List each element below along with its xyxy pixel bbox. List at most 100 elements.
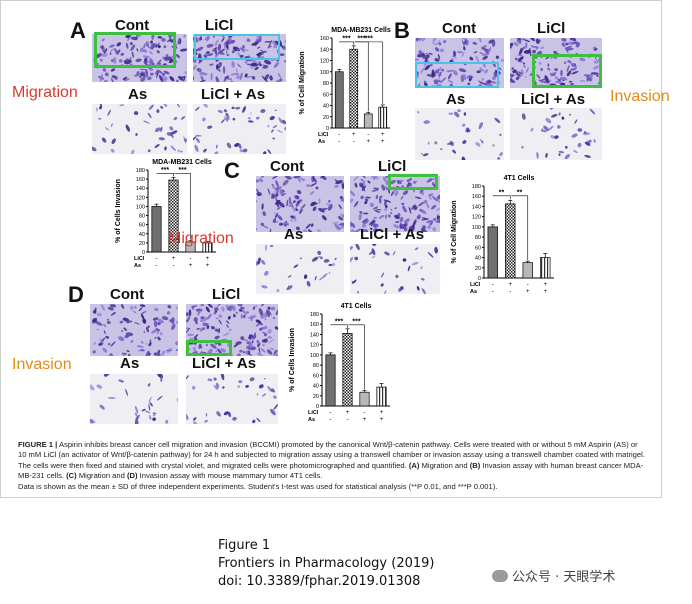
treatment-mark: - <box>492 282 494 288</box>
treatment-label: LiCl <box>318 132 329 138</box>
y-tick-label: 160 <box>472 194 481 200</box>
micrograph-a-as <box>92 104 187 154</box>
treatment-mark: + <box>543 282 547 288</box>
significance-mark: *** <box>335 318 343 325</box>
treatment-label: LiCl <box>308 410 319 416</box>
panel-letter-b: B <box>394 18 410 43</box>
image-label-licl: LiCl <box>537 20 566 37</box>
image-label-licl-as: LiCl + As <box>192 355 257 372</box>
y-tick-label: 80 <box>139 214 145 220</box>
treatment-mark: + <box>206 263 210 269</box>
y-tick-label: 80 <box>313 363 319 369</box>
treatment-mark: - <box>347 417 349 423</box>
image-label-as: As <box>128 86 148 103</box>
image-label-licl: LiCl <box>378 158 407 175</box>
treatment-mark: + <box>189 263 193 269</box>
image-label-as: As <box>120 355 140 372</box>
highlight-box <box>94 32 176 68</box>
y-axis-label: % of Cells Invasion <box>115 179 122 243</box>
treatment-mark: - <box>492 289 494 295</box>
micrograph-c-licl-as <box>350 244 440 294</box>
treatment-mark: + <box>352 132 356 138</box>
treatment-mark: - <box>190 256 192 262</box>
y-tick-label: 140 <box>320 47 329 53</box>
watermark-text: 公众号 · 天眼学术 <box>512 570 616 585</box>
y-tick-label: 120 <box>472 215 481 221</box>
y-tick-label: 140 <box>310 332 319 338</box>
caption-label: FIGURE 1 | <box>18 440 58 449</box>
y-tick-label: 160 <box>320 36 329 42</box>
image-label-as: As <box>284 226 304 243</box>
micrograph-c-cont <box>256 176 344 232</box>
treatment-mark: - <box>338 132 340 138</box>
treatment-mark: + <box>381 132 385 138</box>
image-label-cont: Cont <box>442 20 477 37</box>
figure-caption: FIGURE 1 | Aspirin inhibits breast cance… <box>18 440 648 492</box>
significance-mark: ** <box>517 189 523 196</box>
panel-letter-d: D <box>68 282 84 307</box>
significance-mark: *** <box>342 35 350 42</box>
bar <box>334 71 344 129</box>
chart-a: MDA-MB231 Cells % of Cell Migration 0 20 40 6… <box>296 24 396 150</box>
y-tick-label: 80 <box>475 235 481 241</box>
invasion-label: Invasion <box>610 88 670 105</box>
chart-d: 4T1 Cells % of Cells Invasion 0 20 40 60 80 100… <box>286 300 396 428</box>
highlight-box <box>388 174 438 190</box>
treatment-label: As <box>318 139 325 145</box>
y-tick-label: 20 <box>313 394 319 400</box>
image-label-licl-as: LiCl + As <box>521 91 586 108</box>
y-tick-label: 180 <box>310 312 319 318</box>
treatment-mark: + <box>206 256 210 262</box>
caption-ref-b: (B) <box>469 460 481 470</box>
treatment-mark: - <box>527 282 529 288</box>
y-tick-label: 20 <box>323 115 329 121</box>
caption-ref-c: (C) <box>66 471 77 481</box>
bar <box>487 226 498 279</box>
highlight-box-cyan <box>194 34 280 60</box>
micrograph-b-as <box>415 108 504 160</box>
y-tick-label: 60 <box>313 373 319 379</box>
y-tick-label: 140 <box>136 186 145 192</box>
bar <box>522 262 533 279</box>
treatment-label: LiCl <box>470 282 481 288</box>
y-tick-label: 160 <box>136 177 145 183</box>
y-tick-label: 40 <box>475 256 481 262</box>
y-tick-label: 120 <box>320 59 329 65</box>
caption-text: Aspirin inhibits breast cancer cell migr… <box>18 440 645 470</box>
treatment-mark: + <box>381 139 385 145</box>
y-tick-label: 60 <box>323 92 329 98</box>
y-tick-label: 40 <box>323 104 329 110</box>
caption-ref-d: (D) <box>126 471 138 481</box>
y-tick-label: 120 <box>136 195 145 201</box>
caption-text-d: Invasion assay with mouse mammary tumor … <box>139 471 323 481</box>
wechat-icon <box>492 570 508 582</box>
bar <box>185 241 196 253</box>
y-tick-label: 40 <box>313 384 319 390</box>
footer-figure: Figure 1 <box>218 538 271 553</box>
bar <box>378 106 388 129</box>
y-tick-label: 180 <box>136 168 145 174</box>
treatment-mark: + <box>380 417 384 423</box>
y-tick-label: 100 <box>320 70 329 76</box>
y-tick-label: 0 <box>142 250 145 256</box>
caption-stats: Data is shown as the mean ± SD of three … <box>18 481 498 491</box>
bar <box>363 113 373 129</box>
invasion-label: Invasion <box>12 356 72 373</box>
treatment-mark: + <box>172 256 176 262</box>
y-tick-label: 80 <box>323 81 329 87</box>
highlight-box <box>532 54 602 88</box>
bar <box>342 333 353 407</box>
treatment-mark: + <box>508 282 512 288</box>
micrograph-d-licl <box>186 304 278 356</box>
significance-mark: *** <box>161 167 169 174</box>
chart-title: MDA-MB231 Cells <box>152 159 212 166</box>
chart-b: MDA-MB231 Cells % of Cells Invasion 0 20 40 6… <box>112 156 222 274</box>
caption-text-b: Invasion assay with human breast cancer … <box>18 460 644 481</box>
y-tick-label: 0 <box>326 126 329 132</box>
treatment-mark: + <box>363 417 367 423</box>
image-label-cont: Cont <box>270 158 305 175</box>
treatment-mark: - <box>364 410 366 416</box>
y-tick-label: 40 <box>139 232 145 238</box>
watermark: 公众号 · 天眼学术 <box>492 566 615 585</box>
image-label-cont: Cont <box>110 286 145 303</box>
